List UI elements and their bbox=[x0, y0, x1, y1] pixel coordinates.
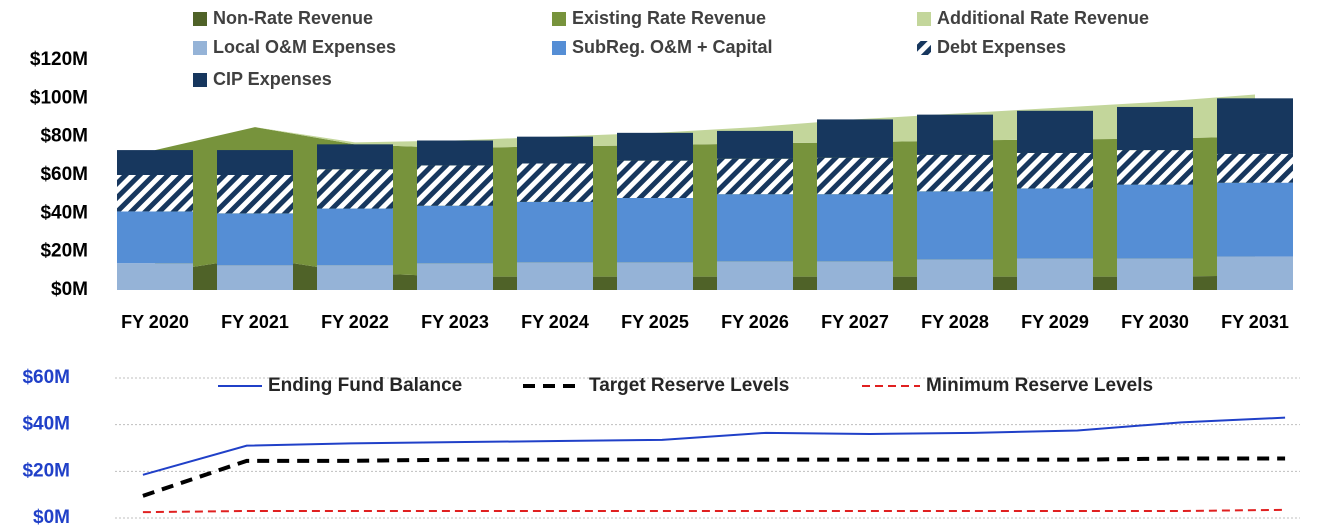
x-tick-label: FY 2021 bbox=[221, 312, 289, 332]
y-tick-label: $120M bbox=[30, 49, 88, 70]
line bbox=[142, 456, 1286, 498]
x-tick-label: FY 2027 bbox=[821, 312, 889, 332]
bar bbox=[817, 119, 893, 158]
legend-swatch bbox=[552, 12, 566, 26]
bar bbox=[1017, 110, 1093, 153]
x-tick-label: FY 2025 bbox=[621, 312, 689, 332]
bar bbox=[817, 261, 893, 290]
legend-label: SubReg. O&M + Capital bbox=[572, 37, 773, 57]
y-tick-label: $0M bbox=[33, 507, 70, 528]
bar bbox=[1217, 153, 1293, 183]
x-tick-label: FY 2030 bbox=[1121, 312, 1189, 332]
legend-label: Local O&M Expenses bbox=[213, 37, 396, 57]
bar bbox=[1217, 256, 1293, 290]
x-tick-label: FY 2023 bbox=[421, 312, 489, 332]
x-tick-label: FY 2024 bbox=[521, 312, 589, 332]
bar bbox=[1117, 184, 1193, 259]
bar bbox=[617, 160, 693, 198]
line bbox=[142, 508, 1286, 514]
bar bbox=[817, 157, 893, 195]
bar bbox=[617, 262, 693, 290]
bar bbox=[717, 130, 793, 159]
bar bbox=[517, 201, 593, 263]
legend-label: Additional Rate Revenue bbox=[937, 8, 1149, 28]
legend-swatch bbox=[193, 73, 207, 87]
bar bbox=[717, 261, 793, 290]
bar bbox=[317, 208, 393, 266]
bar bbox=[917, 154, 993, 192]
y-tick-label: $60M bbox=[22, 367, 70, 388]
legend-label: CIP Expenses bbox=[213, 69, 332, 89]
bar bbox=[117, 263, 193, 290]
bar bbox=[917, 114, 993, 155]
bar bbox=[1217, 182, 1293, 257]
bar bbox=[517, 163, 593, 202]
legend-label: Non-Rate Revenue bbox=[213, 8, 373, 28]
bar bbox=[817, 194, 893, 262]
x-tick-label: FY 2020 bbox=[121, 312, 189, 332]
y-tick-label: $40M bbox=[22, 414, 70, 435]
bar bbox=[1017, 152, 1093, 189]
bar bbox=[517, 136, 593, 164]
bar bbox=[917, 191, 993, 260]
bar bbox=[417, 140, 493, 166]
bar bbox=[1117, 106, 1193, 151]
bar bbox=[117, 211, 193, 264]
y-tick-label: $40M bbox=[40, 202, 88, 223]
legend-label: Existing Rate Revenue bbox=[572, 8, 766, 28]
bar bbox=[617, 132, 693, 161]
legend-swatch bbox=[193, 41, 207, 55]
legend-swatch bbox=[917, 12, 931, 26]
y-tick-label: $20M bbox=[22, 460, 70, 481]
bar bbox=[417, 263, 493, 290]
legend-swatch bbox=[552, 41, 566, 55]
bar bbox=[117, 150, 193, 175]
x-tick-label: FY 2029 bbox=[1021, 312, 1089, 332]
y-tick-label: $0M bbox=[51, 279, 88, 300]
bar bbox=[917, 259, 993, 290]
bar bbox=[317, 265, 393, 290]
y-tick-label: $60M bbox=[40, 164, 88, 185]
legend-label: Ending Fund Balance bbox=[268, 375, 462, 396]
legend-swatch bbox=[193, 12, 207, 26]
bar bbox=[717, 194, 793, 262]
legend-swatch bbox=[917, 41, 931, 55]
legend-label: Minimum Reserve Levels bbox=[926, 375, 1153, 396]
bar bbox=[417, 205, 493, 264]
bar bbox=[317, 144, 393, 170]
bar bbox=[717, 158, 793, 195]
bar bbox=[217, 175, 293, 214]
bar bbox=[317, 169, 393, 209]
bar bbox=[1217, 98, 1293, 154]
x-tick-label: FY 2028 bbox=[921, 312, 989, 332]
bar bbox=[217, 213, 293, 266]
bar bbox=[1117, 150, 1193, 185]
x-tick-label: FY 2022 bbox=[321, 312, 389, 332]
bar bbox=[1017, 258, 1093, 290]
x-tick-label: FY 2031 bbox=[1221, 312, 1289, 332]
bar bbox=[217, 150, 293, 175]
y-tick-label: $20M bbox=[40, 241, 88, 262]
bar bbox=[1117, 258, 1193, 290]
legend-label: Debt Expenses bbox=[937, 37, 1066, 57]
bar bbox=[217, 265, 293, 290]
line bbox=[142, 416, 1286, 476]
bar bbox=[417, 165, 493, 206]
bar bbox=[1017, 188, 1093, 259]
y-tick-label: $100M bbox=[30, 87, 88, 108]
x-tick-label: FY 2026 bbox=[721, 312, 789, 332]
bar bbox=[617, 198, 693, 263]
legend-label: Target Reserve Levels bbox=[589, 375, 789, 396]
y-tick-label: $80M bbox=[40, 126, 88, 147]
bar bbox=[117, 175, 193, 212]
bar bbox=[517, 262, 593, 290]
